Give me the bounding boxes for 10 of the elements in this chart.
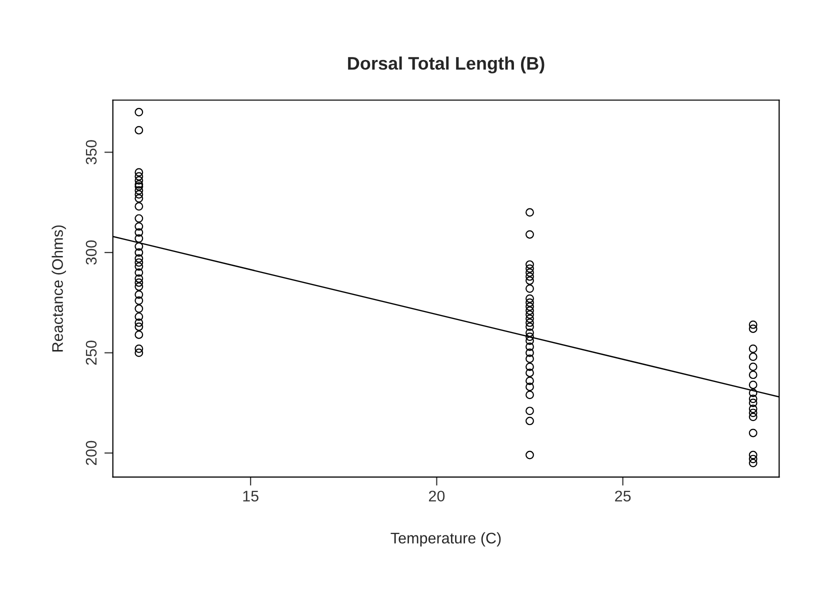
y-tick-label: 300 [86, 240, 97, 265]
chart-title: Dorsal Total Length (B) [348, 56, 544, 74]
x-tick-label: 15 [243, 490, 258, 502]
y-tick-label: 250 [86, 340, 97, 365]
x-tick-label: 25 [615, 490, 631, 502]
x-axis-title: Temperature (C) [390, 532, 501, 547]
y-axis-title: Reactance (Ohms) [52, 225, 66, 352]
y-tick-label: 350 [86, 140, 97, 164]
x-tick-label: 20 [428, 490, 445, 502]
y-tick-label: 200 [86, 440, 97, 466]
